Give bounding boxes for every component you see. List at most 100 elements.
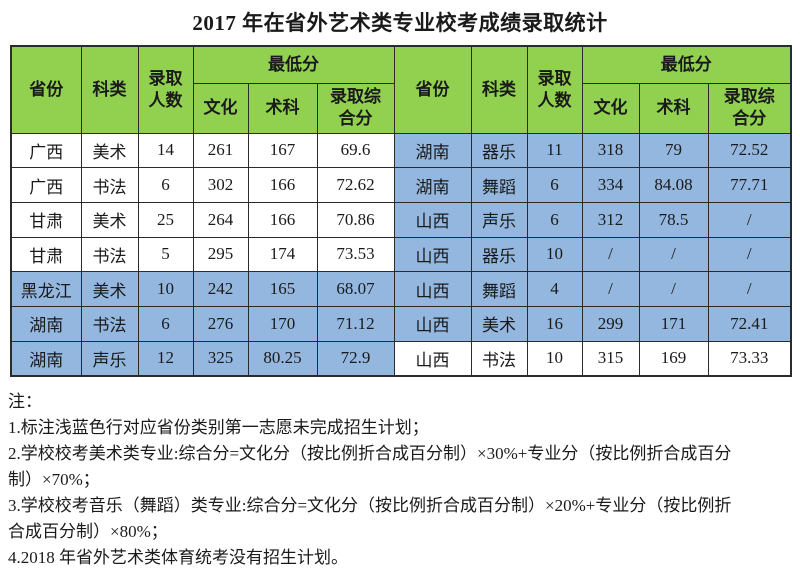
cell-left-skill: 166	[247, 201, 318, 238]
cell-left-count: 12	[137, 340, 194, 377]
cell-right-province: 山西	[393, 340, 472, 377]
cell-right-skill: /	[638, 236, 709, 273]
cell-right-culture: 334	[581, 167, 640, 203]
cell-right-category: 美术	[470, 305, 528, 342]
cell-left-province: 广西	[10, 132, 82, 169]
header-composite-left: 录取综 合分	[316, 82, 395, 134]
cell-right-count: 10	[526, 340, 583, 377]
header-province-left: 省份	[10, 45, 82, 134]
cell-left-category: 书法	[80, 305, 139, 342]
cell-right-skill: 169	[638, 340, 709, 377]
cell-left-culture: 325	[192, 340, 249, 377]
cell-left-count: 14	[137, 132, 194, 169]
cell-left-count: 6	[137, 167, 194, 203]
cell-right-culture: /	[581, 271, 640, 307]
header-culture-left: 文化	[192, 82, 249, 134]
cell-left-province: 广西	[10, 167, 82, 203]
cell-right-composite: 72.41	[707, 305, 792, 342]
note-line: 1.标注浅蓝色行对应省份类别第一志愿未完成招生计划；	[8, 417, 429, 437]
cell-left-count: 5	[137, 236, 194, 273]
cell-right-composite: 77.71	[707, 167, 792, 203]
cell-left-skill: 165	[247, 271, 318, 307]
cell-right-province: 湖南	[393, 132, 472, 169]
cell-right-culture: 312	[581, 201, 640, 238]
cell-right-skill: 78.5	[638, 201, 709, 238]
cell-right-province: 山西	[393, 271, 472, 307]
cell-left-skill: 167	[247, 132, 318, 169]
cell-right-composite: 72.52	[707, 132, 792, 169]
header-province-right: 省份	[393, 45, 472, 134]
note-line: 制）×70%；	[8, 469, 100, 489]
table-row: 广西 书法 6 302 166 72.62 湖南 舞蹈 6 334 84.08 77.71	[10, 167, 792, 203]
cell-left-composite: 70.86	[316, 201, 395, 238]
cell-left-category: 书法	[80, 236, 139, 273]
header-category-right: 科类	[470, 45, 528, 134]
cell-right-count: 11	[526, 132, 583, 169]
cell-right-skill: 171	[638, 305, 709, 342]
cell-right-skill: 79	[638, 132, 709, 169]
header-minscore-left: 最低分	[192, 45, 395, 84]
cell-left-composite: 73.53	[316, 236, 395, 273]
cell-right-category: 书法	[470, 340, 528, 377]
cell-left-composite: 72.9	[316, 340, 395, 377]
cell-right-composite: /	[707, 236, 792, 273]
table-row: 广西 美术 14 261 167 69.6 湖南 器乐 11 318 79 72.52	[10, 132, 792, 169]
cell-right-count: 16	[526, 305, 583, 342]
header-composite-right: 录取综 合分	[707, 82, 792, 134]
cell-left-category: 书法	[80, 167, 139, 203]
note-line: 注：	[8, 391, 42, 411]
cell-left-category: 美术	[80, 132, 139, 169]
cell-right-category: 声乐	[470, 201, 528, 238]
table-header: 省份 科类 录取 人数 最低分 省份 科类 录取 人数 最低分 文化 术科 录取…	[10, 45, 792, 134]
cell-left-composite: 69.6	[316, 132, 395, 169]
cell-left-culture: 276	[192, 305, 249, 342]
cell-right-province: 山西	[393, 305, 472, 342]
cell-left-count: 25	[137, 201, 194, 238]
cell-left-skill: 170	[247, 305, 318, 342]
cell-left-composite: 68.07	[316, 271, 395, 307]
note-line: 3.学校校考音乐（舞蹈）类专业:综合分=文化分（按比例折合成百分制）×20%+专…	[8, 495, 732, 515]
cell-right-province: 湖南	[393, 167, 472, 203]
cell-left-culture: 264	[192, 201, 249, 238]
cell-left-culture: 242	[192, 271, 249, 307]
cell-left-culture: 302	[192, 167, 249, 203]
cell-left-skill: 174	[247, 236, 318, 273]
table-row: 甘肃 美术 25 264 166 70.86 山西 声乐 6 312 78.5/	[10, 201, 792, 238]
cell-right-province: 山西	[393, 236, 472, 273]
header-minscore-right: 最低分	[581, 45, 792, 84]
cell-right-skill: 84.08	[638, 167, 709, 203]
admission-stats-table: 省份 科类 录取 人数 最低分 省份 科类 录取 人数 最低分 文化 术科 录取…	[10, 45, 793, 377]
cell-right-category: 器乐	[470, 132, 528, 169]
cell-left-culture: 261	[192, 132, 249, 169]
note-line: 2.学校校考美术类专业:综合分=文化分（按比例折合成百分制）×30%+专业分（按…	[8, 443, 732, 463]
cell-right-category: 器乐	[470, 236, 528, 273]
cell-right-count: 6	[526, 167, 583, 203]
cell-left-province: 湖南	[10, 305, 82, 342]
cell-left-composite: 72.62	[316, 167, 395, 203]
cell-right-count: 6	[526, 201, 583, 238]
table-body: 广西 美术 14 261 167 69.6 湖南 器乐 11 318 79 72.52 广西 书法 6 302…	[10, 132, 792, 377]
header-count-right: 录取 人数	[526, 45, 583, 134]
cell-left-category: 美术	[80, 201, 139, 238]
cell-left-count: 10	[137, 271, 194, 307]
cell-left-category: 声乐	[80, 340, 139, 377]
cell-right-category: 舞蹈	[470, 167, 528, 203]
note-line: 4.2018 年省外艺术类体育统考没有招生计划。	[8, 547, 348, 567]
table-row: 湖南 声乐 12 325 80.25 72.9 山西 书法 10 315 169 73.33	[10, 340, 792, 377]
header-skill-right: 术科	[638, 82, 709, 134]
cell-right-composite: 73.33	[707, 340, 792, 377]
cell-right-count: 10	[526, 236, 583, 273]
cell-right-province: 山西	[393, 201, 472, 238]
cell-right-culture: 299	[581, 305, 640, 342]
cell-right-category: 舞蹈	[470, 271, 528, 307]
cell-right-composite: /	[707, 271, 792, 307]
header-count-left: 录取 人数	[137, 45, 194, 134]
cell-left-skill: 80.25	[247, 340, 318, 377]
cell-left-province: 甘肃	[10, 201, 82, 238]
cell-right-composite: /	[707, 201, 792, 238]
cell-left-count: 6	[137, 305, 194, 342]
header-category-left: 科类	[80, 45, 139, 134]
notes-section: 注： 1.标注浅蓝色行对应省份类别第一志愿未完成招生计划； 2.学校校考美术类专业:…	[8, 389, 792, 571]
cell-left-category: 美术	[80, 271, 139, 307]
